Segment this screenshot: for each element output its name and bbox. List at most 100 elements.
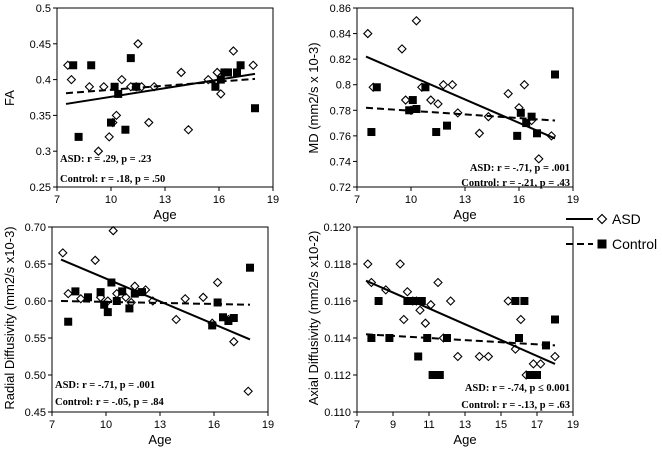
x-tick-label: 13 [154, 419, 166, 431]
control-data-point [229, 314, 238, 323]
control-data-point [233, 68, 241, 77]
y-tick-label: 0.78 [330, 105, 351, 117]
control-data-point [421, 83, 430, 92]
control-data-point [372, 83, 381, 92]
control-data-point [121, 125, 130, 134]
series-control [365, 297, 559, 379]
y-axis-label: FA [2, 90, 17, 106]
x-tick-label: 11 [423, 419, 434, 431]
asd-trend-line [60, 258, 251, 341]
control-data-point [110, 82, 119, 91]
control-data-point [525, 371, 534, 379]
control-data-point [385, 334, 394, 342]
control-data-point [511, 297, 520, 305]
asd-data-point [395, 259, 405, 269]
asd-data-point [183, 124, 194, 135]
y-tick-label: 0.35 [30, 110, 51, 122]
control-data-point [251, 104, 259, 113]
asd-data-point [216, 89, 226, 99]
chart-panel-4: 7 9 11 13 15 17 19 0.110 0.112 0.114 0.116 0.118 0.1… [306, 222, 579, 447]
series-asd [58, 225, 253, 397]
asd-data-point [108, 225, 118, 236]
y-tick-label: 0.25 [30, 182, 51, 194]
x-tick-label: 16 [208, 419, 220, 431]
y-tick-label: 0.82 [330, 54, 351, 66]
x-axis-label: Age [453, 432, 476, 447]
control-data-point [367, 128, 376, 137]
y-tick-label: 0.45 [25, 407, 46, 419]
asd-stat-annotation: ASD: r = -.74, p ≤ 0.001 [465, 383, 570, 394]
chart-panel-2: 7 10 13 16 19 0.72 0.74 0.76 0.78 0.8 0.82 0.84 0.86… [306, 3, 579, 222]
asd-data-point [503, 296, 513, 306]
control-data-point [114, 89, 123, 98]
control-data-point [432, 128, 441, 137]
control-stat-annotation: Control: r = -.05, p = .84 [55, 397, 164, 408]
control-data-point [208, 321, 217, 330]
y-tick-label: 0.116 [324, 296, 351, 308]
legend-entry-control: Control [566, 236, 657, 252]
control-stat-annotation: Control: r = -.21, p = .43 [461, 178, 570, 189]
asd-data-point [433, 277, 443, 288]
control-data-point [138, 288, 146, 297]
asd-data-point [534, 154, 544, 164]
control-data-point [367, 334, 376, 342]
asd-data-point [243, 386, 253, 397]
series-control [65, 54, 259, 141]
asd-data-point [483, 351, 494, 362]
asd-stat-annotation: ASD: r = .29, p = .23 [60, 154, 151, 165]
asd-data-point [397, 44, 407, 54]
control-data-point [428, 371, 437, 379]
control-data-point [374, 297, 383, 305]
control-data-point [69, 61, 78, 70]
control-data-point [126, 54, 135, 63]
control-data-point [112, 297, 121, 305]
legend-asd-marker-icon [596, 213, 608, 225]
asd-data-point [550, 351, 560, 362]
asd-data-point [433, 99, 443, 109]
asd-data-point [400, 95, 411, 105]
asd-stat-annotation: ASD: r = -.71, p = .001 [55, 380, 155, 391]
x-tick-label: 19 [267, 194, 279, 206]
asd-data-point [474, 128, 485, 139]
asd-data-point [63, 288, 73, 299]
control-data-point [522, 119, 531, 128]
y-tick-label: 0.45 [30, 39, 51, 51]
asd-data-point [144, 117, 154, 128]
x-tick-label: 13 [459, 194, 471, 206]
x-axis-label: Age [153, 207, 176, 222]
asd-data-point [411, 16, 422, 26]
asd-data-point [212, 67, 222, 78]
control-stat-annotation: Control: r = -.13, p = .63 [461, 400, 570, 411]
asd-data-point [66, 74, 77, 85]
asd-data-point [248, 60, 258, 71]
control-data-point [246, 263, 254, 272]
asd-data-point [171, 314, 181, 325]
control-data-point [236, 61, 245, 70]
asd-data-point [420, 318, 431, 328]
asd-data-point [363, 28, 373, 39]
asd-data-point [111, 110, 122, 121]
asd-data-point [503, 88, 513, 99]
control-data-point [516, 108, 525, 117]
asd-data-point [117, 74, 127, 85]
x-axis-label: Age [148, 432, 171, 447]
control-data-point [219, 313, 227, 322]
control-trend-line [65, 77, 256, 95]
control-data-point [533, 129, 541, 138]
x-tick-label: 16 [513, 194, 525, 206]
control-stat-annotation: Control: r = .18, p = .50 [60, 174, 165, 185]
control-data-point [84, 293, 92, 302]
asd-data-point [104, 132, 114, 142]
x-tick-label: 7 [54, 194, 60, 206]
series-asd [363, 16, 557, 164]
y-tick-label: 0.50 [25, 370, 46, 382]
asd-data-point [228, 46, 239, 56]
x-axis-label: Age [453, 207, 476, 222]
x-tick-label: 9 [390, 419, 396, 431]
control-data-point [407, 297, 415, 305]
x-tick-label: 15 [495, 419, 507, 431]
control-data-point [533, 371, 541, 379]
y-tick-label: 0.65 [25, 259, 46, 271]
control-data-point [64, 317, 73, 326]
y-tick-label: 0.76 [330, 131, 351, 143]
